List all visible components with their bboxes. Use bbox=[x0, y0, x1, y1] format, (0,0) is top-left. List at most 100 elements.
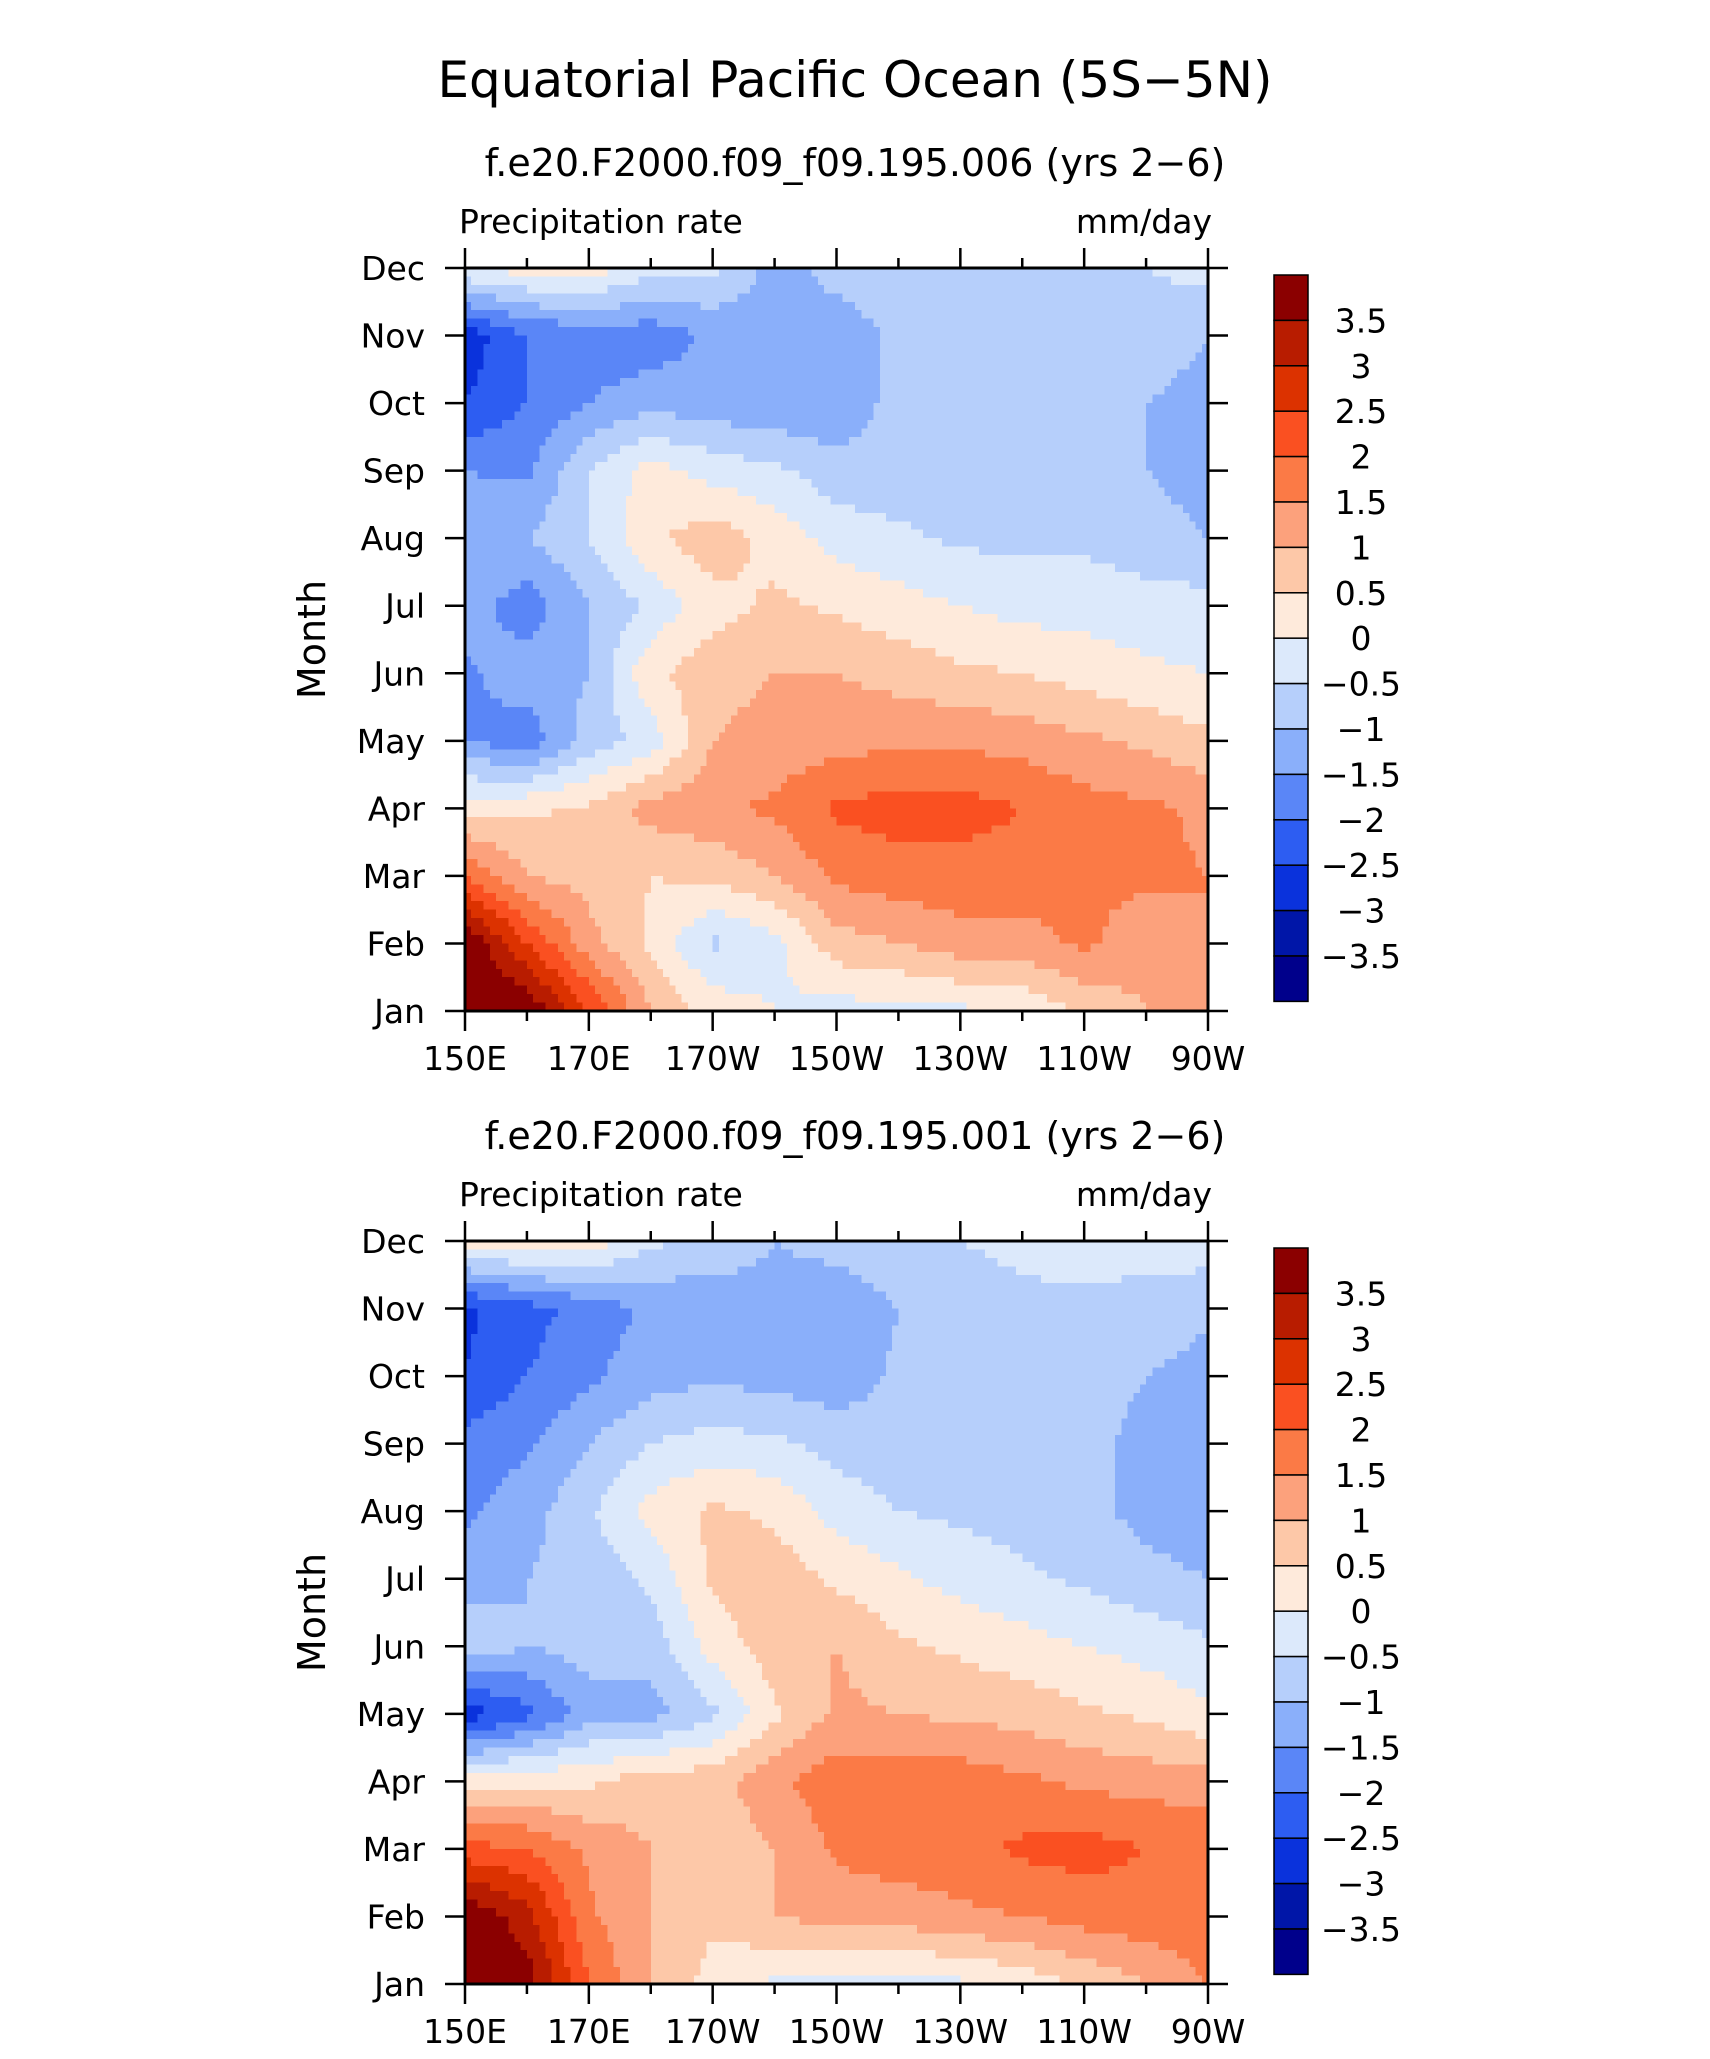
contour-cell bbox=[1128, 437, 1135, 446]
contour-cell bbox=[620, 614, 627, 623]
contour-cell bbox=[576, 597, 583, 606]
contour-cell bbox=[676, 445, 683, 454]
contour-cell bbox=[638, 437, 645, 446]
contour-cell bbox=[508, 437, 515, 446]
contour-cell bbox=[861, 386, 868, 395]
contour-cell bbox=[719, 454, 726, 463]
contour-cell bbox=[527, 395, 534, 404]
contour-cell bbox=[787, 361, 794, 370]
contour-cell bbox=[688, 513, 695, 522]
contour-cell bbox=[521, 437, 528, 446]
contour-cell bbox=[651, 454, 658, 463]
contour-cell bbox=[781, 580, 788, 589]
contour-cell bbox=[508, 547, 515, 556]
contour-cell bbox=[837, 547, 844, 556]
contour-cell bbox=[806, 521, 813, 530]
contour-cell bbox=[936, 471, 943, 480]
contour-cell bbox=[781, 276, 788, 285]
contour-cell bbox=[1047, 276, 1054, 285]
contour-cell bbox=[855, 530, 862, 539]
contour-cell bbox=[1035, 361, 1042, 370]
contour-cell bbox=[1066, 428, 1073, 437]
contour-cell bbox=[997, 538, 1004, 547]
contour-cell bbox=[874, 344, 881, 353]
contour-cell bbox=[1152, 488, 1159, 497]
contour-cell bbox=[731, 580, 738, 589]
contour-cell bbox=[539, 547, 546, 556]
contour-cell bbox=[781, 496, 788, 505]
contour-cell bbox=[1078, 589, 1085, 598]
contour-cell bbox=[793, 547, 800, 556]
contour-cell bbox=[595, 445, 602, 454]
contour-cell bbox=[669, 352, 676, 361]
contour-cell bbox=[1134, 420, 1141, 429]
contour-cell bbox=[1047, 412, 1054, 421]
contour-cell bbox=[874, 310, 881, 319]
contour-cell bbox=[768, 538, 775, 547]
contour-cell bbox=[781, 420, 788, 429]
contour-cell bbox=[1134, 580, 1141, 589]
contour-cell bbox=[620, 420, 627, 429]
contour-cell bbox=[700, 319, 707, 328]
contour-cell bbox=[762, 479, 769, 488]
contour-cell bbox=[1140, 597, 1147, 606]
contour-cell bbox=[979, 310, 986, 319]
contour-cell bbox=[564, 276, 571, 285]
contour-cell bbox=[477, 428, 484, 437]
contour-cell bbox=[744, 285, 751, 294]
contour-cell bbox=[948, 606, 955, 615]
contour-cell bbox=[527, 445, 534, 454]
contour-cell bbox=[676, 462, 683, 471]
contour-cell bbox=[793, 572, 800, 581]
contour-cell bbox=[948, 344, 955, 353]
contour-cell bbox=[843, 352, 850, 361]
contour-cell bbox=[824, 310, 831, 319]
contour-cell bbox=[954, 344, 961, 353]
contour-cell bbox=[1004, 555, 1011, 564]
contour-cell bbox=[1158, 504, 1165, 513]
contour-cell bbox=[515, 327, 522, 336]
contour-cell bbox=[725, 378, 732, 387]
contour-cell bbox=[1016, 378, 1023, 387]
contour-cell bbox=[793, 395, 800, 404]
contour-cell bbox=[663, 437, 670, 446]
contour-cell bbox=[1152, 319, 1159, 328]
contour-cell bbox=[552, 454, 559, 463]
contour-cell bbox=[967, 420, 974, 429]
contour-cell bbox=[942, 437, 949, 446]
contour-cell bbox=[750, 420, 757, 429]
contour-cell bbox=[1146, 361, 1153, 370]
contour-cell bbox=[812, 344, 819, 353]
contour-cell bbox=[837, 454, 844, 463]
contour-cell bbox=[496, 513, 503, 522]
contour-cell bbox=[793, 378, 800, 387]
contour-cell bbox=[1171, 319, 1178, 328]
contour-cell bbox=[744, 504, 751, 513]
contour-cell bbox=[1004, 521, 1011, 530]
contour-cell bbox=[638, 445, 645, 454]
contour-cell bbox=[533, 521, 540, 530]
contour-cell bbox=[923, 369, 930, 378]
contour-cell bbox=[564, 285, 571, 294]
contour-cell bbox=[515, 471, 522, 480]
contour-cell bbox=[595, 479, 602, 488]
contour-cell bbox=[688, 412, 695, 421]
contour-cell bbox=[756, 420, 763, 429]
contour-cell bbox=[880, 521, 887, 530]
contour-cell bbox=[1121, 352, 1128, 361]
contour-cell bbox=[1103, 352, 1110, 361]
contour-cell bbox=[948, 462, 955, 471]
contour-cell bbox=[1097, 580, 1104, 589]
contour-cell bbox=[1146, 344, 1153, 353]
contour-cell bbox=[1022, 479, 1029, 488]
contour-cell bbox=[626, 285, 633, 294]
contour-cell bbox=[1022, 336, 1029, 345]
contour-cell bbox=[1171, 538, 1178, 547]
contour-cell bbox=[700, 496, 707, 505]
contour-cell bbox=[793, 479, 800, 488]
contour-cell bbox=[886, 521, 893, 530]
contour-cell bbox=[595, 462, 602, 471]
contour-cell bbox=[1103, 606, 1110, 615]
contour-cell bbox=[762, 614, 769, 623]
contour-cell bbox=[694, 471, 701, 480]
